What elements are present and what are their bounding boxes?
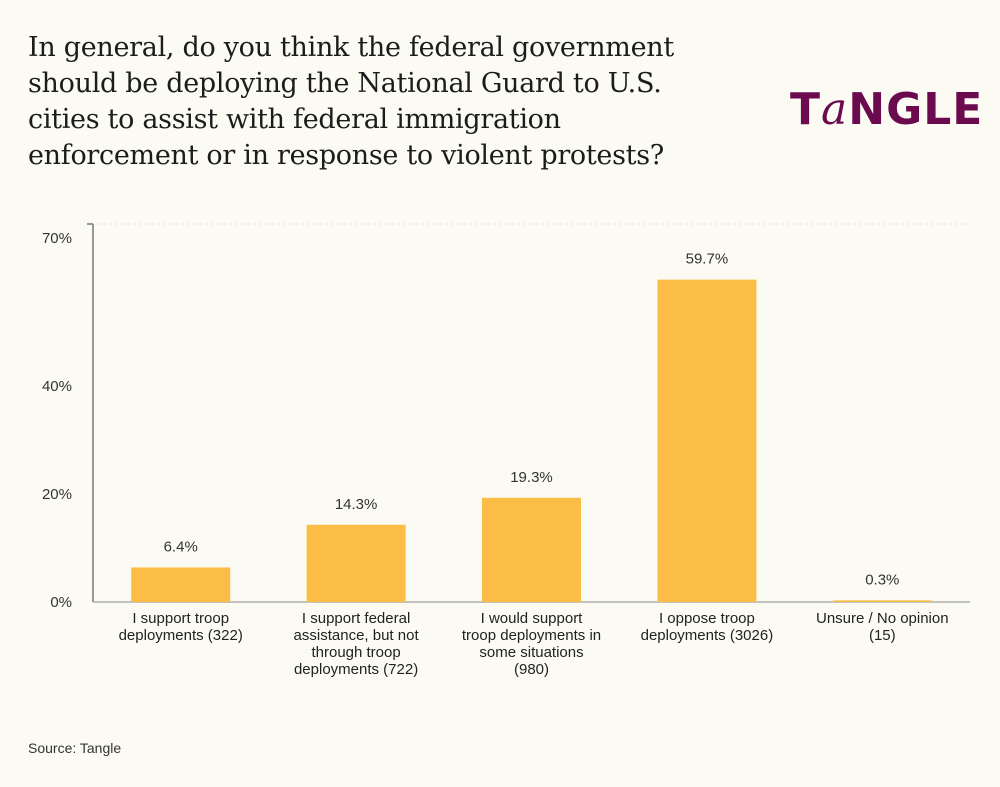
x-tick-label: (15)	[869, 627, 896, 644]
chart-title: In general, do you think the federal gov…	[28, 32, 674, 171]
x-tick-label: I oppose troop	[659, 610, 755, 627]
bar	[482, 497, 581, 602]
source-note: Source: Tangle	[28, 740, 122, 756]
y-tick-label: 20%	[42, 486, 72, 503]
x-tick-label: deployments (322)	[119, 627, 243, 644]
x-tick-label: I support troop	[132, 610, 229, 627]
x-tick-label: troop deployments in	[462, 627, 601, 644]
y-tick-label: 70%	[42, 230, 72, 247]
data-label: 6.4%	[164, 538, 198, 555]
tangle-logo: TaNGLE	[790, 84, 984, 135]
data-label: 0.3%	[865, 571, 899, 588]
x-tick-label: I would support	[481, 610, 584, 627]
bar	[131, 567, 231, 602]
x-tick-label: (980)	[514, 661, 549, 678]
x-tick-label: assistance, but not	[294, 627, 420, 644]
bar	[832, 600, 932, 602]
x-tick-label: through troop	[311, 644, 400, 661]
x-tick-label: Unsure / No opinion	[816, 610, 949, 627]
data-label: 59.7%	[686, 251, 729, 268]
data-label: 19.3%	[510, 469, 553, 486]
y-tick-label: 0%	[50, 594, 72, 611]
data-label: 14.3%	[335, 496, 378, 513]
x-tick-label: some situations	[479, 644, 583, 661]
x-tick-label: deployments (722)	[294, 661, 418, 678]
x-tick-label: deployments (3026)	[641, 627, 774, 644]
x-tick-label: I support federal	[302, 610, 410, 627]
bar	[657, 279, 757, 602]
bar	[306, 524, 406, 602]
y-tick-label: 40%	[42, 378, 72, 395]
